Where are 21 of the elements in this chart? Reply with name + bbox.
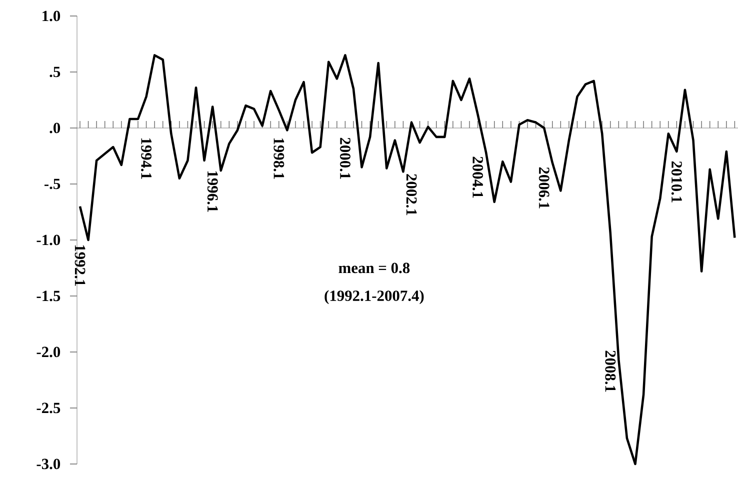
y-tick-label: -3.0 (36, 458, 60, 470)
y-tick-label: .5 (50, 66, 60, 78)
x-tick-label: 1996.1 (207, 171, 218, 212)
y-tick-label: -1.5 (36, 290, 60, 302)
y-tick-label: .0 (50, 122, 60, 134)
x-tick-label: 1998.1 (274, 138, 284, 179)
annotation: mean = 0.8 (338, 262, 410, 274)
y-tick-label: -2.5 (36, 402, 60, 414)
x-tick-label: 2010.1 (671, 161, 682, 202)
x-tick-label: 2006.1 (538, 167, 550, 208)
x-tick-label: 2000.1 (340, 138, 350, 179)
y-tick-label: -.5 (44, 178, 60, 190)
x-tick-label: 2008.1 (605, 350, 616, 392)
x-tick-label: 1992.1 (74, 245, 86, 286)
x-tick-label: 1994.1 (141, 138, 152, 179)
annotation: (1992.1-2007.4) (324, 290, 424, 304)
y-tick-label: -2.0 (36, 346, 60, 358)
y-tick-label: 1.0 (42, 10, 60, 22)
x-tick-label: 2004.1 (472, 156, 484, 198)
x-tick-label: 2002.1 (406, 174, 417, 216)
y-tick-label: -1.0 (36, 234, 60, 246)
